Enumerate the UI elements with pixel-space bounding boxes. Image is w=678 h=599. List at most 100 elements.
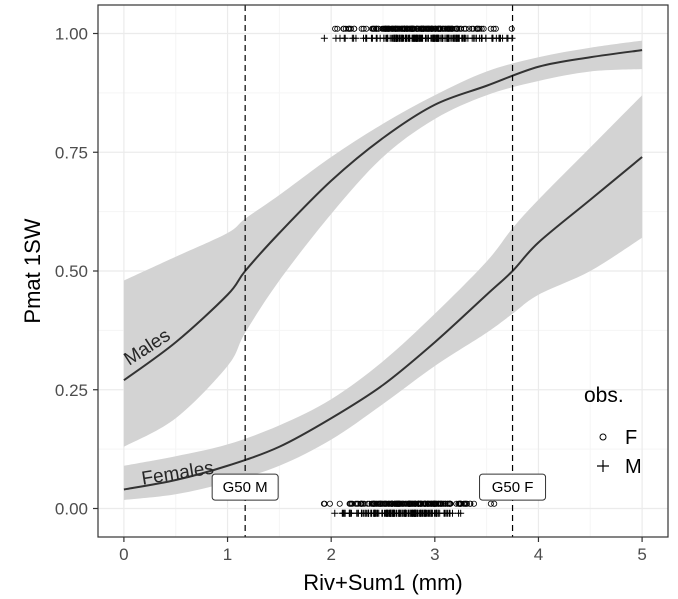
obs-point-f [430,500,437,507]
g50-f-label: G50 F [479,473,547,501]
obs-point-f [360,25,367,32]
obs-point-m [430,34,438,42]
obs-point-m [438,34,446,42]
obs-point-f [432,500,439,507]
obs-point-f [466,500,473,507]
obs-point-f [334,25,341,32]
obs-point-f [420,25,427,32]
obs-point-m [363,509,371,517]
obs-point-f [385,25,392,32]
obs-point-m [398,34,406,42]
obs-point-f [424,25,431,32]
obs-point-f [460,500,467,507]
obs-point-f [454,25,461,32]
obs-point-f [320,500,327,507]
obs-point-m [396,509,404,517]
obs-point-m [489,34,497,42]
obs-point-f [413,25,420,32]
legend-circle-icon [599,433,607,441]
obs-point-f [378,500,385,507]
obs-point-f [487,500,494,507]
obs-point-m [413,34,421,42]
x-tick-label: 2 [326,545,335,564]
obs-point-m [455,509,463,517]
obs-point-m [381,509,389,517]
obs-point-m [340,34,348,42]
ribbon-females [123,95,643,500]
obs-point-f [391,25,398,32]
x-axis-title: Riv+Sum1 (mm) [303,570,463,595]
obs-point-f [389,25,396,32]
obs-point-m [320,34,328,42]
obs-point-m [375,509,383,517]
g50-f-text: G50 F [492,479,534,496]
obs-point-m [345,509,353,517]
obs-point-f [457,25,464,32]
obs-point-m [475,34,483,42]
legend-label-m: M [625,456,642,478]
obs-point-m [434,509,442,517]
x-tick-label: 3 [430,545,439,564]
observation-points [320,25,516,517]
obs-point-f [355,500,362,507]
line-males [123,49,643,382]
obs-point-f [389,500,396,507]
obs-point-f [487,25,494,32]
obs-point-m [392,34,400,42]
obs-point-m [445,34,453,42]
obs-point-f [392,500,399,507]
obs-point-m [416,509,424,517]
axis-ticks [93,32,643,542]
obs-point-f [400,500,407,507]
obs-point-f [399,500,406,507]
legend: obs. F M [584,384,642,478]
obs-point-f [382,500,389,507]
obs-point-m [348,34,356,42]
obs-point-f [364,500,371,507]
x-tick-label: 1 [223,545,232,564]
obs-point-f [508,25,515,32]
obs-point-m [331,509,339,517]
obs-point-f [366,500,373,507]
obs-point-f [326,500,333,507]
obs-point-f [476,25,483,32]
obs-point-f [349,500,356,507]
obs-point-m [455,34,463,42]
obs-point-f [453,500,460,507]
obs-point-m [360,34,368,42]
y-tick-label: 0.75 [55,143,88,162]
obs-point-f [373,25,380,32]
x-tick-label: 4 [534,545,543,564]
obs-point-f [440,25,447,32]
obs-point-f [422,500,429,507]
obs-point-f [385,500,392,507]
g50-m-label: G50 M [211,473,279,501]
obs-point-m [332,34,340,42]
x-tick-label: 0 [119,545,128,564]
obs-point-m [482,34,490,42]
obs-point-f [456,25,463,32]
obs-point-f [395,500,402,507]
obs-point-f [369,500,376,507]
y-tick-label: 0.50 [55,262,88,281]
obs-point-f [347,500,354,507]
obs-point-f [374,500,381,507]
obs-point-f [370,25,377,32]
legend-label-f: F [625,427,637,449]
obs-point-f [410,500,417,507]
obs-point-f [444,500,451,507]
obs-point-f [358,25,365,32]
obs-point-f [444,25,451,32]
obs-point-f [491,500,498,507]
obs-point-f [332,25,339,32]
y-axis-title: Pmat 1SW [20,218,45,323]
legend-title: obs. [584,384,624,407]
obs-point-m [496,34,504,42]
x-tick-label: 5 [637,545,646,564]
obs-point-f [369,25,376,32]
ribbon-males [123,40,643,447]
g50-m-text: G50 M [223,479,268,496]
obs-point-f [473,25,480,32]
obs-point-f [441,500,448,507]
obs-point-f [336,500,343,507]
